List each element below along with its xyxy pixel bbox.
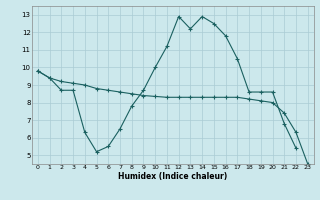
X-axis label: Humidex (Indice chaleur): Humidex (Indice chaleur)	[118, 172, 228, 181]
